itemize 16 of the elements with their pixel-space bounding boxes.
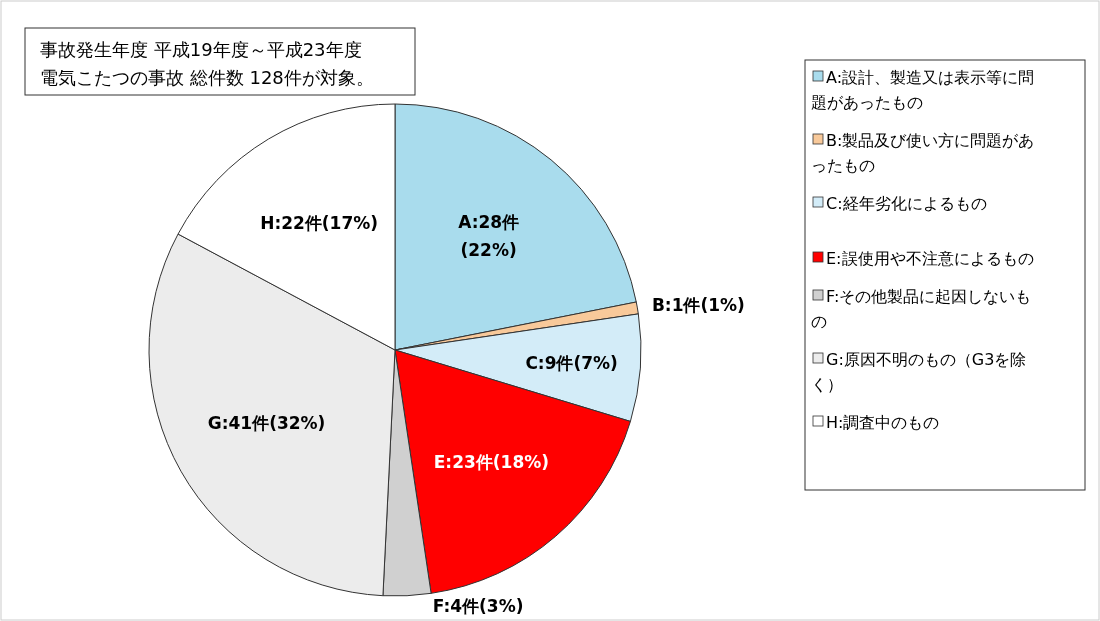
- data-label: F:4件(3%): [432, 596, 524, 616]
- data-label: H:22件(17%): [260, 213, 379, 234]
- data-label: E:23件(18%): [433, 451, 550, 472]
- legend-label: A:設計、製造又は表示等に問題があったもの: [811, 68, 1035, 112]
- legend-label: C:経年劣化によるもの: [826, 194, 987, 213]
- legend-label: F:その他製品に起因しないもの: [811, 287, 1032, 331]
- text: 電気こたつの事故 総件数 128件が対象。: [40, 67, 374, 88]
- legend-label: E:誤使用や不注意によるもの: [826, 249, 1034, 268]
- data-label: A:28件(22%): [458, 211, 520, 260]
- data-label: B:1件(1%): [651, 295, 745, 316]
- legend-label: G:原因不明のもの（G3を除く）: [811, 350, 1027, 394]
- chart-title: 事故発生年度 平成19年度～平成23年度: [40, 39, 362, 60]
- data-label: G:41件(32%): [207, 412, 326, 433]
- legend-label: B:製品及び使い方に問題があったもの: [811, 131, 1035, 175]
- data-label: C:9件(7%): [525, 353, 618, 374]
- legend-label: H:調査中のもの: [826, 413, 940, 432]
